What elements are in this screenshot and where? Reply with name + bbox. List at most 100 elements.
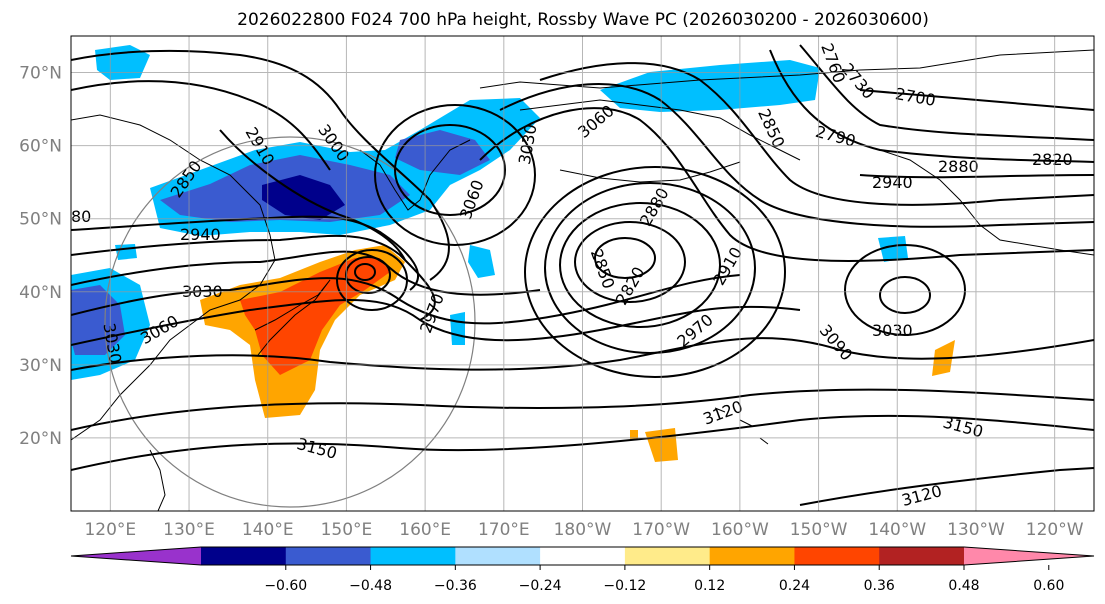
contour-low-2940 [524,166,786,378]
contour-low-2880 [559,202,721,328]
parallel-lines [71,72,1094,439]
latitude-label: 70°N [19,64,62,84]
latitude-label: 50°N [19,210,62,230]
contour-ridge-1 [539,62,1094,206]
graticule [71,36,1094,511]
longitude-label: 140°W [868,520,926,540]
contour-2940 [71,215,420,291]
negative-anomaly-shading [71,45,908,380]
shade-blue-small-1 [468,245,495,278]
colorbar-extend-high [964,547,1094,565]
contour-high-east [879,276,931,314]
shade-blue-kamchatka [395,130,490,175]
contour-north-1 [71,49,450,281]
longitude-label: 130°W [947,520,1005,540]
latitude-label: 20°N [19,429,62,449]
contour-low-2820 [594,237,656,279]
colorbar-extend-low [71,547,201,565]
contour-ridge-2 [499,82,1094,228]
contour-low-kamchatka-1 [394,124,506,216]
latitude-label: 30°N [19,356,62,376]
longitude-label: 120°W [1026,520,1084,540]
colorbar-segment [879,547,965,565]
colorbar-segment [285,547,372,565]
longitude-labels: 120°E 130°E 140°E 150°E 160°E 170°E 180°W 170°W… [84,520,1083,540]
contour-cutoff-3 [336,249,408,311]
contour-3120 [71,388,1094,431]
colorbar-tick-label: −0.12 [603,578,646,594]
longitude-label: 170°E [478,520,530,540]
meridian-lines [109,36,1056,511]
height-contours [71,44,1094,506]
contour-low-2910 [544,182,756,354]
contour-label: 2820 [1032,150,1073,169]
shade-blue-small-3 [878,236,908,262]
shade-dark-china [71,285,125,355]
colorbar-tick-label: 0.36 [864,578,895,594]
map-area: 2910 3000 2850 2940 3030 3060 3030 3060 … [71,36,1094,511]
colorbar-tick-label: −0.36 [434,578,477,594]
colorbar-tick-label: 0.24 [779,578,810,594]
colorbar-tick-label: −0.48 [349,578,392,594]
colorbar-tick-label: 0.48 [948,578,979,594]
contour-label: 2880 [938,157,979,176]
contour-3090 [71,337,1094,371]
coastline-philippines [149,449,166,511]
contour-low-kamchatka-2 [374,104,536,246]
contour-label: 2940 [872,173,913,192]
contour-3120-south [799,467,1094,506]
latitude-label: 40°N [19,283,62,303]
colorbar-segment [455,547,541,565]
colorbar-outline [70,546,1095,566]
contour-north-2 [71,80,331,171]
longitude-label: 160°W [711,520,769,540]
reference-circle [104,136,476,508]
coastline-japan [254,279,331,356]
shade-blue-small-2 [450,312,465,345]
contour-ridge-3 [479,107,1094,262]
contour-3150 [71,414,1094,471]
contour-2970 [71,234,436,321]
colorbar-tick-label: 0.12 [694,578,725,594]
colorbar-segment [624,547,711,565]
latitude-labels: 70°N 60°N 50°N 40°N 30°N 20°N [19,64,62,449]
longitude-label: 150°W [790,520,848,540]
longitude-label: 180°W [554,520,612,540]
contour-2700 [859,89,1094,111]
longitude-label: 160°E [399,520,451,540]
longitude-label: 130°E [163,520,215,540]
longitude-label: 140°E [242,520,294,540]
contour-label: 80 [71,207,91,226]
contour-2910 [219,129,406,261]
colorbar-segment [201,547,287,565]
colorbar-segment [794,547,880,565]
longitude-label: 170°W [632,520,690,540]
latitude-label: 60°N [19,137,62,157]
colorbar-tick-label: −0.24 [519,578,562,594]
figure-title: 2026022800 F024 700 hPa height, Rossby W… [237,10,929,30]
contour-2760 [799,44,1094,141]
coastline-hawaii [714,407,769,445]
coastline-arctic [479,49,1094,89]
contour-label: 2940 [180,225,221,244]
contour-low-2850 [574,221,686,303]
contour-high-east-2 [844,244,966,336]
colorbar-segment [709,547,795,565]
coastline-aleutians [559,161,741,183]
colorbar-segment [540,547,626,565]
map-frame [70,35,1095,512]
colorbar-tick-label: 0.60 [1033,578,1064,594]
contour-3030 [71,274,741,325]
colorbar-tick-label: −0.60 [264,578,307,594]
colorbar-segment [370,547,456,565]
contour-2820-east [859,174,1094,179]
contour-label: 3030 [872,321,913,340]
longitude-label: 150°E [321,520,373,540]
coastline-alaska [519,99,801,161]
longitude-label: 120°E [84,520,136,540]
contour-3000 [71,250,541,296]
contour-2790 [769,49,1094,163]
contour-cutoff-1 [354,263,376,281]
colorbar: −0.60 −0.48 −0.36 −0.24 −0.12 0.12 0.24 0.36 0.4… [70,546,1095,594]
